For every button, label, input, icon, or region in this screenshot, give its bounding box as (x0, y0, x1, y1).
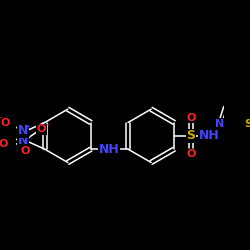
Text: N: N (18, 124, 28, 137)
Text: O: O (0, 139, 8, 149)
Text: N: N (215, 119, 224, 129)
Text: S: S (186, 129, 195, 142)
Text: NH: NH (99, 143, 120, 156)
Text: S: S (244, 119, 250, 129)
Text: O: O (186, 112, 196, 122)
Text: O: O (37, 124, 46, 134)
Text: ⁻: ⁻ (45, 121, 50, 130)
Text: O: O (20, 146, 30, 156)
Text: +: + (24, 134, 30, 140)
Text: NH: NH (199, 129, 220, 142)
Text: +: + (24, 124, 30, 130)
Text: O: O (0, 118, 10, 128)
Text: N: N (18, 134, 28, 147)
Text: O: O (186, 149, 196, 159)
Text: ⁻: ⁻ (0, 115, 3, 124)
